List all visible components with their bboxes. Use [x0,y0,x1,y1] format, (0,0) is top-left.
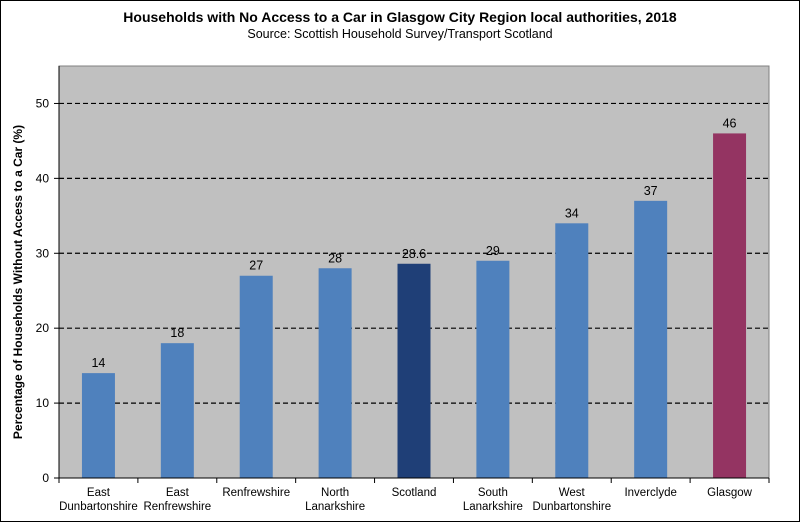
x-tick-label: West [559,487,586,499]
bar [476,260,510,478]
data-label: 34 [565,206,579,220]
chart-title: Households with No Access to a Car in Gl… [123,9,677,25]
data-label: 28.6 [402,247,426,261]
x-tick-label: Renfrewshire [222,487,290,499]
x-tick-label: Inverclyde [624,487,676,499]
x-tick-label: South [478,487,508,499]
bar [397,263,431,478]
y-tick-label: 20 [36,321,50,335]
chart-subtitle: Source: Scottish Household Survey/Transp… [247,27,552,41]
bar [160,343,194,478]
y-tick-label: 50 [36,96,50,110]
y-axis-ticks: 0 10 20 30 40 50 [36,96,59,485]
data-labels: 14 18 27 28 28.6 29 34 37 46 [91,116,736,370]
x-tick-label: Dunbartonshire [59,501,138,513]
y-tick-label: 40 [36,171,50,185]
x-tick-label: Lanarkshire [463,501,523,513]
bar [318,268,352,478]
x-tick-label: Renfrewshire [143,501,211,513]
x-tick-label: Lanarkshire [305,501,365,513]
bar [634,200,668,478]
bar [239,275,273,478]
data-label: 37 [644,184,658,198]
x-axis-labels: East Dunbartonshire East Renfrewshire Renfre… [58,478,770,513]
data-label: 18 [170,326,184,340]
data-label: 46 [723,116,737,130]
data-label: 29 [486,244,500,258]
y-tick-label: 10 [36,396,50,410]
x-tick-label: Scotland [392,487,437,499]
data-label: 28 [328,251,342,265]
bar [555,223,589,478]
y-tick-label: 0 [42,471,49,485]
bars [81,133,747,478]
data-label: 27 [249,259,263,273]
y-tick-label: 30 [36,246,50,260]
bar [81,373,115,478]
data-label: 14 [91,356,105,370]
x-tick-label: North [321,487,349,499]
x-tick-label: Glasgow [707,487,752,499]
x-tick-label: Dunbartonshire [532,501,611,513]
x-tick-label: East [87,487,111,499]
y-axis-title: Percentage of Households Without Access … [11,125,25,439]
bar [713,133,747,478]
x-tick-label: East [166,487,190,499]
